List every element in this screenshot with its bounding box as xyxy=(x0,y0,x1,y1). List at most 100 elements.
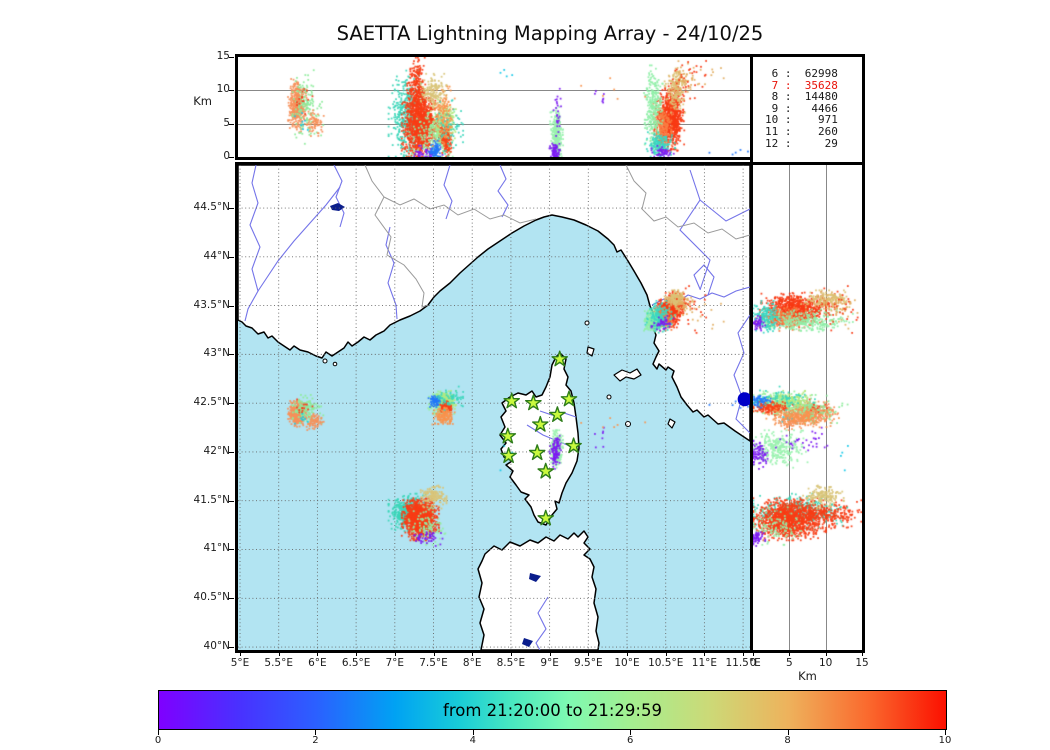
top-panel-ytick-label: 10 xyxy=(216,83,230,96)
tick-mark xyxy=(229,90,234,92)
lma-station-stars xyxy=(499,350,582,526)
time-colorbar: from 21:20:00 to 21:29:59 xyxy=(158,690,947,730)
top-panel-ytick-label: 15 xyxy=(216,50,230,62)
station-star-icon xyxy=(528,444,546,461)
tick-mark xyxy=(315,729,317,735)
top-panel-ylabel: Km xyxy=(193,94,212,108)
tick-mark xyxy=(278,651,280,656)
tick-mark xyxy=(229,256,234,258)
tick-mark xyxy=(753,651,754,656)
legend-row-alt-11: 11 : 260 xyxy=(765,124,838,138)
top-panel-ytick-label: 0 xyxy=(223,150,230,162)
tick-mark xyxy=(229,647,234,649)
lat-tick-label: 41°N xyxy=(203,542,230,555)
figure-title: SAETTA Lightning Mapping Array - 24/10/2… xyxy=(336,22,764,45)
tick-mark xyxy=(229,57,234,58)
tick-mark xyxy=(433,651,435,656)
station-star-icon xyxy=(549,406,566,422)
legend-row-alt-10: 10 : 971 xyxy=(765,113,838,127)
legend-row-alt-12: 12 : 29 xyxy=(765,136,838,150)
lon-tick-label: 6.5°E xyxy=(341,657,371,669)
top-scatter-canvas xyxy=(238,57,750,157)
lon-tick-label: 10°E xyxy=(614,657,640,669)
lon-tick-label: 11.5°E xyxy=(725,657,761,669)
tick-mark xyxy=(472,651,474,656)
tick-mark xyxy=(472,729,474,735)
tick-mark xyxy=(630,729,632,735)
colorbar-tick-label: 2 xyxy=(312,735,319,746)
dense-source-dot xyxy=(737,392,750,407)
tick-mark xyxy=(743,651,745,656)
tick-mark xyxy=(229,157,234,158)
station-star-icon xyxy=(551,350,568,367)
colorbar-tick-label: 0 xyxy=(154,735,162,746)
tick-mark xyxy=(510,651,512,656)
station-star-icon xyxy=(537,462,555,479)
lon-tick-label: 5°E xyxy=(230,657,250,669)
right-panel-xtick-label: 5 xyxy=(785,657,793,669)
tick-mark xyxy=(229,123,234,125)
right-panel-xtick-label: 10 xyxy=(818,657,833,669)
lat-tick-label: 43°N xyxy=(203,347,230,360)
legend-row-alt-9: 9 : 4466 xyxy=(765,101,838,115)
lon-tick-label: 10.5°E xyxy=(648,657,684,669)
station-star-icon xyxy=(525,394,542,411)
tick-mark xyxy=(229,598,234,600)
tick-mark xyxy=(549,651,551,656)
map-overlay xyxy=(499,350,750,526)
station-star-icon xyxy=(560,390,578,407)
lat-tick-label: 41.5°N xyxy=(193,493,230,506)
lat-tick-label: 44°N xyxy=(203,249,230,262)
tick-mark xyxy=(394,651,396,656)
station-star-icon xyxy=(503,392,520,409)
lon-tick-label: 9°E xyxy=(540,657,559,669)
lon-tick-label: 9.5°E xyxy=(574,657,603,669)
lon-tick-label: 5.5°E xyxy=(264,657,293,669)
lat-tick-label: 40°N xyxy=(203,640,230,653)
legend-row-alt-7: 7 : 35628 xyxy=(765,78,838,92)
lon-tick-label: 7.5°E xyxy=(419,657,448,669)
lon-tick-label: 6°E xyxy=(308,657,327,669)
station-star-icon xyxy=(500,447,517,463)
legend-row-alt-6: 6 : 62998 xyxy=(765,67,838,80)
right-panel-xlabel: Km xyxy=(798,669,817,683)
map-panel xyxy=(235,162,753,653)
right-panel-xtick-label: 0 xyxy=(749,657,757,669)
lat-tick-label: 42.5°N xyxy=(193,396,230,409)
tick-mark xyxy=(787,729,789,735)
tick-mark xyxy=(704,651,706,656)
lat-tick-label: 43.5°N xyxy=(193,298,230,311)
tick-mark xyxy=(229,549,234,551)
colorbar-tick-label: 4 xyxy=(469,735,476,746)
lat-tick-label: 44.5°N xyxy=(193,201,230,214)
station-star-icon xyxy=(537,509,555,526)
right-panel-xtick-label: 15 xyxy=(855,657,869,669)
tick-mark xyxy=(229,208,234,210)
tick-mark xyxy=(825,651,827,656)
lon-tick-label: 8°E xyxy=(462,657,482,669)
lat-tick-label: 40.5°N xyxy=(193,591,230,604)
tick-mark xyxy=(240,651,241,656)
tick-mark xyxy=(789,651,791,656)
tick-mark xyxy=(229,403,234,405)
altitude-source-count-legend: 6 : 62998 7 : 35628 8 : 14480 9 : 4466 10… xyxy=(750,54,865,171)
tick-mark xyxy=(862,651,863,656)
lon-tick-label: 11°E xyxy=(691,657,718,669)
station-star-icon xyxy=(532,415,549,432)
altitude-vs-latitude-panel xyxy=(750,162,865,653)
tick-mark xyxy=(158,729,159,735)
lat-tick-label: 42°N xyxy=(203,444,230,457)
colorbar-time-label: from 21:20:00 to 21:29:59 xyxy=(443,700,662,720)
lon-tick-label: 7°E xyxy=(385,657,405,669)
tick-mark xyxy=(229,305,234,307)
altitude-vs-longitude-panel xyxy=(235,54,753,160)
tick-mark xyxy=(588,651,590,656)
right-scatter-canvas xyxy=(753,165,862,650)
tick-mark xyxy=(945,729,946,735)
colorbar-tick-label: 6 xyxy=(627,735,634,746)
tick-mark xyxy=(627,651,628,656)
colorbar-tick-label: 8 xyxy=(784,735,791,746)
tick-mark xyxy=(229,451,234,453)
tick-mark xyxy=(356,651,358,656)
